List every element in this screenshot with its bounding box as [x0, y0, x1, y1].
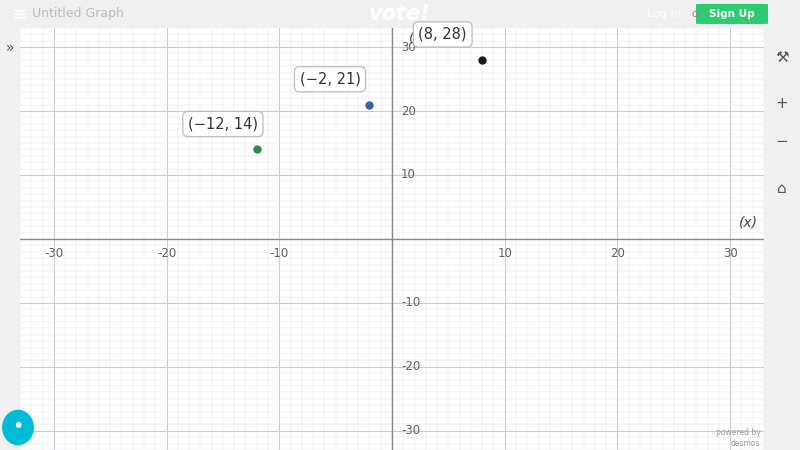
Text: 20: 20	[610, 247, 625, 260]
Text: (x): (x)	[739, 216, 758, 230]
Text: 30: 30	[723, 247, 738, 260]
Text: (8, 28): (8, 28)	[418, 27, 467, 42]
Text: (−12, 14): (−12, 14)	[188, 117, 258, 131]
Text: (−2, 21): (−2, 21)	[299, 72, 361, 87]
Text: -10: -10	[401, 297, 420, 310]
Text: 10: 10	[498, 247, 512, 260]
FancyBboxPatch shape	[696, 4, 768, 24]
Text: ≡: ≡	[12, 4, 28, 23]
Text: ⌂: ⌂	[777, 181, 787, 196]
Text: vote!: vote!	[369, 4, 431, 24]
Text: −: −	[776, 135, 788, 149]
Text: •: •	[12, 417, 24, 436]
Text: (y): (y)	[409, 31, 428, 45]
Text: or: or	[691, 9, 701, 19]
Text: Log In: Log In	[647, 9, 681, 19]
Text: -30: -30	[44, 247, 63, 260]
Text: 30: 30	[401, 40, 416, 54]
Text: ⚒: ⚒	[775, 50, 789, 65]
Text: 20: 20	[401, 104, 416, 117]
Text: -30: -30	[401, 424, 420, 437]
Text: Untitled Graph: Untitled Graph	[32, 8, 124, 20]
Text: powered by
desmos: powered by desmos	[715, 428, 760, 448]
Text: -20: -20	[157, 247, 176, 260]
Text: 10: 10	[401, 168, 416, 181]
Text: »: »	[6, 40, 14, 54]
Text: Sign Up: Sign Up	[709, 9, 755, 19]
Circle shape	[3, 410, 34, 445]
Text: -10: -10	[270, 247, 289, 260]
Text: +: +	[776, 96, 788, 112]
Text: -20: -20	[401, 360, 420, 374]
